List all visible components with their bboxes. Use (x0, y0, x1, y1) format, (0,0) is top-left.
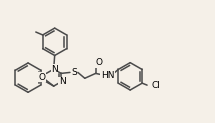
Text: HN: HN (101, 71, 114, 80)
Text: O: O (38, 73, 45, 82)
Text: Cl: Cl (151, 81, 160, 90)
Text: S: S (71, 68, 77, 77)
Text: N: N (59, 77, 65, 86)
Text: N: N (51, 65, 58, 74)
Text: O: O (95, 58, 102, 67)
